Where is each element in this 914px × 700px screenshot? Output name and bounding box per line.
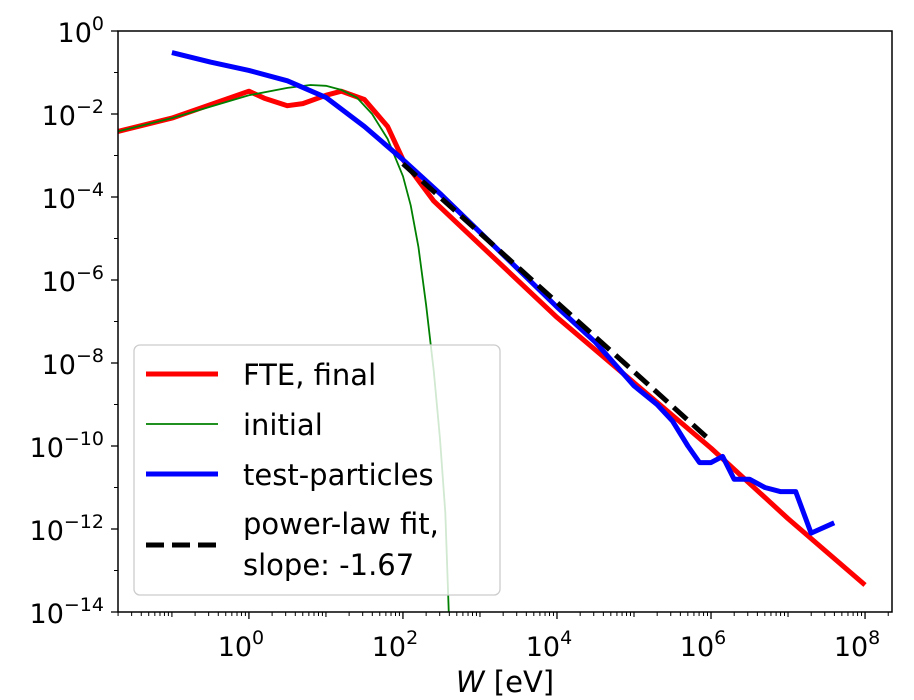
legend-box <box>133 344 501 596</box>
y-tick-label: 10−10 <box>30 428 104 464</box>
y-tick-label: 10−4 <box>42 179 104 215</box>
y-tick-label: 10−14 <box>30 594 104 630</box>
x-tick-label: 108 <box>834 627 880 663</box>
series-line-2 <box>171 50 836 536</box>
legend-label-3-line2: slope: -1.67 <box>243 548 414 582</box>
legend: FTE, final initial test-particles power-law… <box>133 344 501 596</box>
legend-label-1: initial <box>243 408 323 442</box>
x-tick-label: 106 <box>680 627 726 663</box>
series-line-3 <box>401 161 713 443</box>
legend-label-3: power-law fit, <box>243 507 439 541</box>
x-axis-label: W [eV] <box>456 665 554 699</box>
y-tick-label: 100 <box>58 13 104 49</box>
x-tick-label: 102 <box>372 627 418 663</box>
legend-label-0: FTE, final <box>243 358 376 392</box>
x-tick-label: 100 <box>218 627 264 663</box>
y-tick-label: 10−6 <box>42 262 104 298</box>
y-tick-label: 10−8 <box>42 345 104 381</box>
legend-label-2: test-particles <box>243 458 434 492</box>
y-tick-label: 10−2 <box>42 96 104 132</box>
tick-layer <box>111 30 889 619</box>
x-tick-label: 104 <box>526 627 572 663</box>
y-tick-label: 10−12 <box>30 511 104 547</box>
